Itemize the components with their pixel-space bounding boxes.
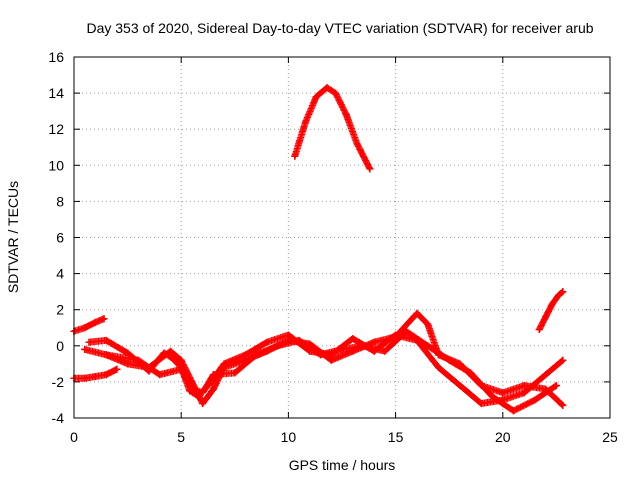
data-point [342, 111, 350, 119]
x-tick-label: 15 [388, 429, 404, 445]
data-point [199, 389, 207, 397]
data-point [166, 347, 174, 355]
y-tick-label: 2 [56, 302, 64, 318]
data-point [134, 356, 142, 364]
data-point [332, 89, 340, 97]
y-tick-label: 10 [48, 157, 64, 173]
x-axis-label: GPS time / hours [289, 457, 396, 473]
data-point [531, 396, 539, 404]
data-point [477, 400, 485, 408]
series-track-2 [70, 365, 121, 382]
data-point [302, 118, 310, 126]
data-point [91, 372, 99, 380]
data-point [327, 356, 335, 364]
data-point [81, 324, 89, 332]
data-point [81, 345, 89, 353]
data-point [381, 347, 389, 355]
data-point [520, 382, 528, 390]
y-tick-label: 8 [56, 193, 64, 209]
data-point [535, 326, 543, 334]
y-tick-label: -4 [52, 410, 65, 426]
y-tick-label: 16 [48, 49, 64, 65]
data-point [338, 345, 346, 353]
data-point [402, 327, 410, 335]
data-point [370, 338, 378, 346]
data-point [312, 93, 320, 101]
y-tick-label: 0 [56, 338, 64, 354]
series-track-1 [70, 315, 108, 335]
data-point [559, 401, 567, 409]
plot-frame [73, 56, 611, 419]
data-point [177, 356, 185, 364]
data-point [220, 363, 228, 371]
data-point [113, 365, 121, 373]
data-point [317, 351, 325, 359]
x-tick-label: 20 [495, 429, 511, 445]
data-point [559, 288, 567, 296]
series-track-6 [291, 84, 374, 173]
data-point [542, 313, 550, 321]
data-point [456, 382, 464, 390]
data-point [91, 318, 99, 326]
x-tick-label: 5 [177, 429, 185, 445]
data-point [520, 389, 528, 397]
data-point [349, 335, 357, 343]
data-point [434, 363, 442, 371]
data-point [100, 315, 108, 323]
data-point [85, 338, 93, 346]
data-point [199, 400, 207, 408]
data-point [209, 371, 217, 379]
data-point [552, 382, 560, 390]
marker-trail [291, 84, 374, 173]
x-tick-label: 25 [602, 429, 618, 445]
data-point [424, 342, 432, 350]
data-point [156, 371, 164, 379]
y-tick-label: 6 [56, 230, 64, 246]
data-point [467, 369, 475, 377]
data-point [102, 336, 110, 344]
data-point [295, 336, 303, 344]
data-point [81, 374, 89, 382]
y-tick-label: -2 [52, 374, 65, 390]
data-point [366, 165, 374, 173]
data-point [263, 338, 271, 346]
data-point [499, 389, 507, 397]
data-point [359, 342, 367, 350]
data-point [188, 385, 196, 393]
data-point [102, 351, 110, 359]
data-point [548, 300, 556, 308]
data-point [510, 407, 518, 415]
data-point [291, 152, 299, 160]
data-point [252, 351, 260, 359]
data-point [413, 309, 421, 317]
data-point [424, 320, 432, 328]
data-point [209, 385, 217, 393]
data-point [102, 371, 110, 379]
x-tick-label: 0 [70, 429, 78, 445]
data-point [542, 371, 550, 379]
x-tick-label: 10 [281, 429, 297, 445]
data-point [323, 84, 331, 92]
data-points [70, 84, 567, 415]
data-point [559, 356, 567, 364]
chart-title: Day 353 of 2020, Sidereal Day-to-day VTE… [86, 20, 593, 36]
data-point [231, 369, 239, 377]
data-point [445, 356, 453, 364]
data-point [274, 342, 282, 350]
y-axis-label: SDTVAR / TECUs [5, 181, 21, 293]
y-tick-label: 14 [48, 85, 64, 101]
series-track-7 [535, 288, 567, 334]
data-point [177, 365, 185, 373]
y-tick-label: 12 [48, 121, 64, 137]
data-point [555, 291, 563, 299]
data-point [488, 392, 496, 400]
y-tick-label: 4 [56, 266, 64, 282]
series-track-5 [102, 327, 560, 415]
data-point [353, 140, 361, 148]
